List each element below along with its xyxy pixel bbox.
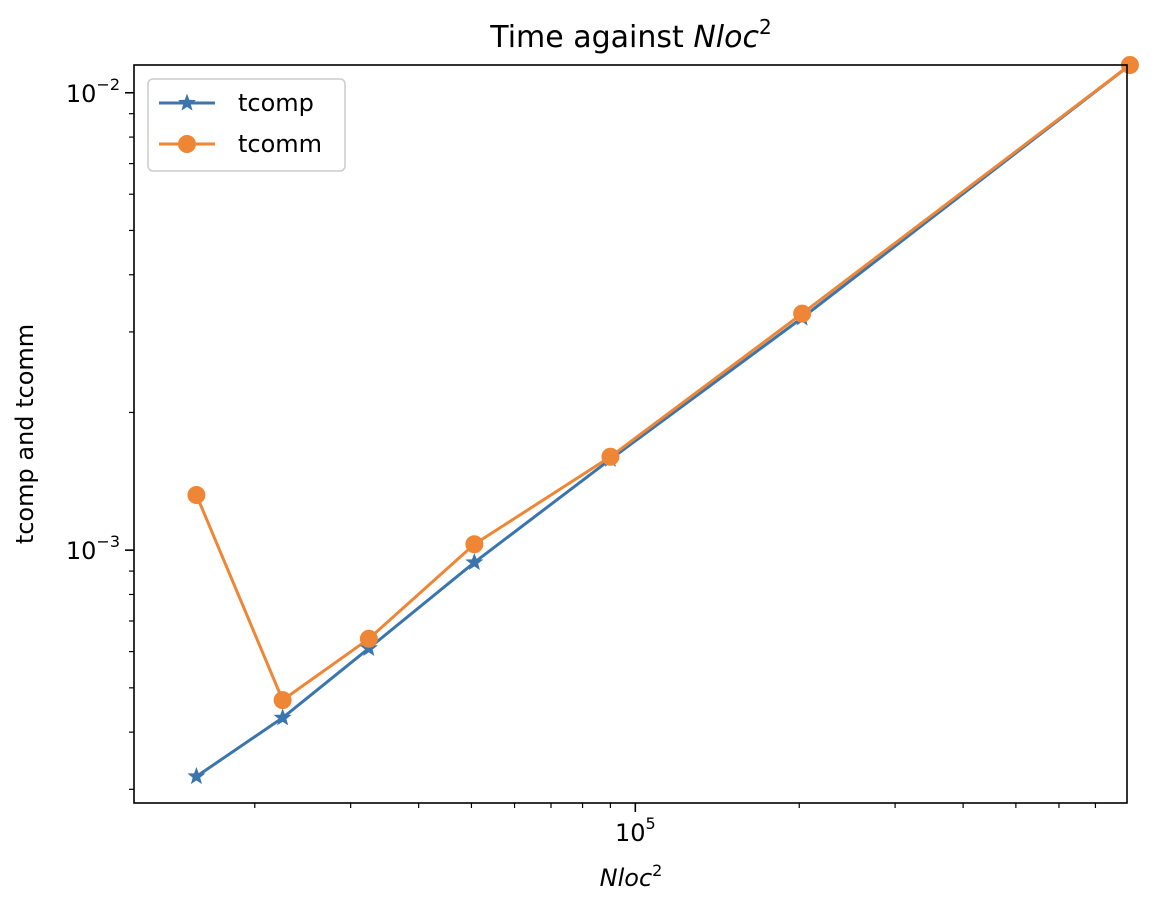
y-tick-label: 10−3	[66, 532, 120, 565]
legend-marker-tcomp	[178, 93, 196, 111]
chart-title: Time against Nloc2	[489, 15, 771, 55]
data-point-tcomm	[187, 485, 206, 504]
plot-area	[134, 65, 1127, 803]
x-tick-label: 105	[615, 814, 656, 847]
x-axis-label: Nloc2	[600, 861, 663, 892]
data-point-tcomm	[359, 629, 378, 648]
data-point-tcomm	[273, 691, 292, 710]
data-point-tcomm	[601, 447, 620, 466]
legend: tcomp tcomm	[147, 78, 346, 172]
y-axis-label: tcomp and tcomm	[11, 324, 39, 544]
data-point-tcomp	[187, 767, 206, 785]
y-tick-label: 10−2	[66, 75, 120, 108]
data-point-tcomm	[465, 535, 484, 554]
legend-label-tcomm: tcomm	[238, 130, 322, 158]
legend-marker-tcomm	[178, 135, 196, 153]
legend-label-tcomp: tcomp	[238, 89, 314, 117]
data-point-tcomm	[793, 304, 812, 323]
plot-frame	[133, 64, 1128, 804]
data-point-tcomp	[465, 553, 484, 571]
data-point-tcomp	[273, 708, 292, 726]
